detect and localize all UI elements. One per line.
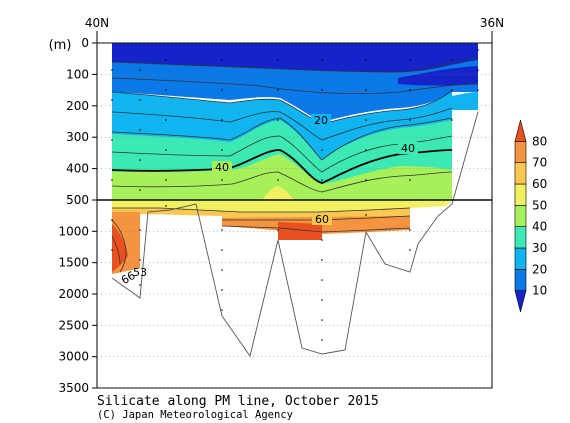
y-tick-label-lower-1: 1500 — [58, 256, 89, 270]
station-column-3 — [165, 59, 167, 207]
lower-left-75 — [112, 224, 128, 272]
colorbar-label-7: 80 — [532, 134, 547, 148]
station-column-10 — [477, 49, 479, 91]
upper-panel-fill — [112, 43, 478, 200]
contour-label-3: 40 — [401, 142, 415, 155]
y-tick-label-upper-5: 500 — [66, 193, 89, 207]
y-tick-label-lower-5: 3500 — [58, 381, 89, 395]
y-axis-ticks: 0 100 200 300 400 500 1000 1500 2000 2500 3000 3500 — [58, 36, 492, 395]
station-column-6 — [321, 59, 323, 341]
colorbar-swatch-4 — [514, 205, 527, 227]
contour-line-15 — [111, 77, 479, 94]
x-label-right: 36N — [480, 16, 504, 30]
contour-label-1: 20 — [314, 114, 328, 127]
y-tick-label-lower-4: 3000 — [58, 350, 89, 364]
y-tick-label-upper-2: 200 — [66, 99, 89, 113]
colorbar-swatch-6 — [514, 162, 527, 185]
colorbar-label-1: 20 — [532, 262, 547, 276]
contour-labels: 20 40 40 60 53 66 — [119, 114, 418, 287]
y-tick-label-upper-0: 0 — [81, 36, 89, 50]
y-tick-label-lower-2: 2000 — [58, 287, 89, 301]
band-0-10-tongue — [398, 66, 478, 86]
colorbar-label-0: 10 — [532, 284, 547, 298]
upper-mask-right — [452, 110, 478, 200]
colorbar-swatch-3 — [514, 226, 527, 249]
colorbar: 10 20 30 40 50 60 70 80 — [514, 119, 547, 313]
station-column-4 — [221, 59, 223, 311]
colorbar-swatch-5 — [514, 183, 527, 206]
contour-label-4: 60 — [315, 213, 329, 226]
contour-label-2: 40 — [215, 161, 229, 174]
colorbar-label-4: 50 — [532, 198, 547, 212]
bottom-topography — [111, 111, 479, 358]
station-column-2 — [139, 69, 141, 286]
chart-credit: (C) Japan Meteorological Agency — [97, 409, 293, 421]
contour-line-45 — [111, 171, 453, 193]
station-dots — [111, 49, 479, 341]
contour-line-30 — [111, 117, 453, 161]
station-column-9 — [451, 59, 453, 121]
colorbar-swatch-0 — [514, 290, 527, 313]
colorbar-label-6: 70 — [532, 156, 547, 170]
band-0-10 — [112, 43, 478, 72]
band-deep-blue-right — [452, 92, 478, 110]
contour-line-25 — [111, 107, 453, 141]
plot-frame — [96, 42, 493, 389]
colorbar-label-5: 60 — [532, 177, 547, 191]
colorbar-label-2: 30 — [532, 241, 547, 255]
station-column-5 — [277, 59, 279, 231]
y-tick-label-lower-0: 1000 — [58, 224, 89, 238]
colorbar-swatch-1 — [514, 269, 527, 291]
colorbar-label-3: 40 — [532, 220, 547, 234]
band-10-20 — [112, 58, 478, 122]
y-tick-label-upper-1: 100 — [66, 67, 89, 81]
contour-line-10 — [111, 57, 479, 73]
contour-label-5: 53 — [133, 266, 147, 279]
y-axis-unit: (m) — [49, 38, 72, 53]
contour-line-left-a — [111, 219, 127, 273]
lower-mid-75 — [278, 222, 322, 240]
mound-55 — [262, 186, 294, 200]
band-40-50 — [112, 150, 452, 200]
contour-line-20 — [111, 89, 453, 125]
x-label-left: 40N — [85, 16, 109, 30]
contour-line-lower-a — [112, 207, 411, 213]
contour-line-left-b — [111, 235, 121, 265]
colorbar-swatch-8 — [514, 119, 527, 142]
contour-line-lower-c — [221, 225, 411, 233]
colorbar-swatch-2 — [514, 247, 527, 270]
station-column-1 — [111, 69, 113, 251]
station-column-7 — [365, 59, 367, 216]
contour-label-6: 66 — [119, 269, 138, 287]
colorbar-swatch-7 — [514, 141, 527, 163]
y-tick-label-lower-3: 2500 — [58, 318, 89, 332]
y-tick-label-upper-4: 400 — [66, 162, 89, 176]
y-tick-label-upper-3: 300 — [66, 130, 89, 144]
band-20-30 — [112, 90, 452, 160]
chart-title: Silicate along PM line, October 2015 — [97, 394, 379, 409]
